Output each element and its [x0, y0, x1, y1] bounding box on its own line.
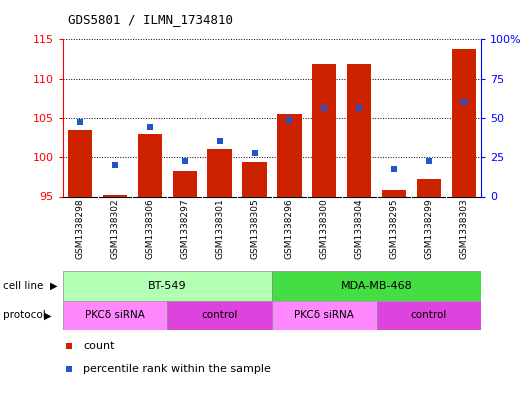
Bar: [347, 64, 371, 196]
Text: control: control: [201, 310, 238, 320]
Text: GSM1338300: GSM1338300: [320, 199, 329, 259]
Text: cell line: cell line: [3, 281, 43, 291]
Text: GSM1338303: GSM1338303: [459, 199, 468, 259]
Bar: [173, 171, 197, 196]
Bar: [208, 149, 232, 196]
Bar: [277, 114, 302, 196]
Bar: [272, 271, 481, 301]
Text: MDA-MB-468: MDA-MB-468: [340, 281, 413, 291]
Text: PKCδ siRNA: PKCδ siRNA: [85, 310, 145, 320]
Text: GSM1338304: GSM1338304: [355, 199, 363, 259]
Text: GSM1338296: GSM1338296: [285, 199, 294, 259]
Text: GSM1338297: GSM1338297: [180, 199, 189, 259]
Text: GSM1338295: GSM1338295: [390, 199, 399, 259]
Bar: [451, 49, 476, 196]
Text: GSM1338299: GSM1338299: [424, 199, 434, 259]
Bar: [377, 301, 481, 330]
Bar: [312, 64, 336, 196]
Text: ▶: ▶: [50, 281, 57, 291]
Bar: [63, 301, 167, 330]
Text: percentile rank within the sample: percentile rank within the sample: [83, 364, 271, 375]
Bar: [382, 190, 406, 196]
Text: count: count: [83, 341, 115, 351]
Text: GSM1338305: GSM1338305: [250, 199, 259, 259]
Bar: [63, 271, 272, 301]
Text: ▶: ▶: [44, 310, 52, 320]
Text: GSM1338306: GSM1338306: [145, 199, 154, 259]
Bar: [242, 162, 267, 196]
Text: control: control: [411, 310, 447, 320]
Bar: [417, 179, 441, 196]
Text: protocol: protocol: [3, 310, 46, 320]
Text: GDS5801 / ILMN_1734810: GDS5801 / ILMN_1734810: [68, 13, 233, 26]
Text: BT-549: BT-549: [148, 281, 187, 291]
Bar: [167, 301, 272, 330]
Bar: [68, 130, 93, 196]
Text: GSM1338302: GSM1338302: [110, 199, 120, 259]
Bar: [138, 134, 162, 196]
Text: GSM1338301: GSM1338301: [215, 199, 224, 259]
Bar: [272, 301, 377, 330]
Bar: [103, 195, 127, 196]
Text: PKCδ siRNA: PKCδ siRNA: [294, 310, 354, 320]
Text: GSM1338298: GSM1338298: [76, 199, 85, 259]
